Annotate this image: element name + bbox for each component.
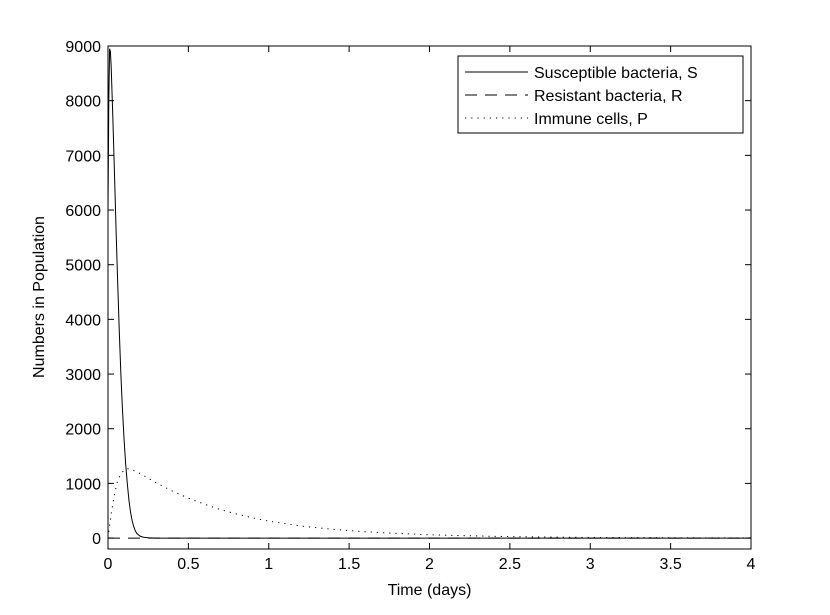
y-tick-label: 2000 <box>65 422 101 439</box>
x-tick-label: 1 <box>264 556 273 573</box>
y-axis-title: Numbers in Population <box>31 216 48 378</box>
tick-layer: 0 0.5 1 1.5 2 2.5 3 3.5 4 0 1000 2000 3000 4000 5000 60… <box>65 39 755 573</box>
x-tick-label: 1.5 <box>338 556 360 573</box>
series-line-susceptible-bacteria-s <box>107 48 751 539</box>
y-tick-label: 9000 <box>65 39 101 56</box>
legend-label-resistant-bacteria-r: Resistant bacteria, R <box>534 88 683 105</box>
y-tick-label: 3000 <box>65 367 101 384</box>
plot-layer <box>107 48 752 539</box>
legend-label-susceptible-bacteria-s: Susceptible bacteria, S <box>534 65 698 82</box>
legend: Susceptible bacteria, S Resistant bacteri… <box>457 55 744 134</box>
y-tick-label: 1000 <box>65 476 101 493</box>
y-tick-label: 8000 <box>65 94 101 111</box>
x-tick-label: 0.5 <box>177 556 199 573</box>
x-tick-label: 0 <box>104 556 113 573</box>
x-axis-title: Time (days) <box>388 582 472 599</box>
y-tick-label: 6000 <box>65 203 101 220</box>
y-tick-label: 5000 <box>65 258 101 275</box>
y-tick-label: 0 <box>92 531 101 548</box>
x-tick-label: 3.5 <box>660 556 682 573</box>
x-tick-label: 2 <box>425 556 434 573</box>
x-tick-label: 2.5 <box>499 556 521 573</box>
x-tick-label: 3 <box>586 556 595 573</box>
legend-label-immune-cells-p: Immune cells, P <box>534 111 648 128</box>
y-tick-label: 4000 <box>65 312 101 329</box>
y-tick-label: 7000 <box>65 148 101 165</box>
series-line-immune-cells-p <box>107 468 752 539</box>
x-tick-label: 4 <box>747 556 756 573</box>
